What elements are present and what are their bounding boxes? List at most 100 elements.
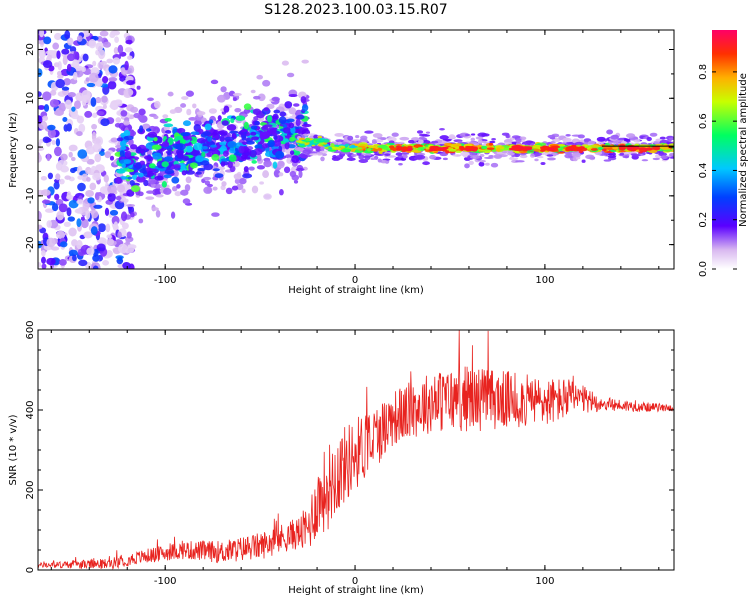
spectral-blob <box>302 149 312 154</box>
spectral-blob <box>211 153 220 161</box>
spectral-blob <box>172 186 178 192</box>
snr-panel: -100 0 100 0 200 400 600 Height of straight li… <box>8 320 675 596</box>
spectral-blob <box>162 114 169 119</box>
spectral-blob <box>469 141 478 144</box>
spectral-blob <box>202 176 212 181</box>
spectral-blob <box>206 135 213 142</box>
spectral-blob <box>547 157 556 161</box>
spectral-blob <box>626 133 636 139</box>
spectral-blob <box>603 159 612 162</box>
spectral-blob <box>425 131 431 134</box>
spectral-blob <box>643 148 649 151</box>
spectral-blob <box>291 155 300 163</box>
spectral-blob <box>261 131 271 139</box>
spectral-blob <box>256 74 264 80</box>
spectral-blob <box>448 134 456 139</box>
spectral-blob <box>449 148 457 152</box>
spectral-blob <box>210 79 219 85</box>
spectral-blob <box>76 115 85 124</box>
spectral-blob <box>442 157 448 161</box>
spectral-blob <box>626 147 632 150</box>
spectral-blob <box>49 99 60 108</box>
spectral-blob <box>222 150 229 157</box>
spectral-blob <box>68 151 73 158</box>
spectral-blob <box>418 136 426 140</box>
spectral-blob <box>300 96 307 104</box>
spectral-blob <box>41 263 47 269</box>
spectral-blob <box>226 124 237 131</box>
spectral-blob <box>295 167 305 172</box>
spectral-blob <box>503 147 510 151</box>
spectral-blob <box>117 44 124 54</box>
spectral-blob <box>80 216 85 221</box>
spectral-blob <box>116 137 124 142</box>
spectral-blob <box>395 152 403 156</box>
spectral-blob <box>139 125 144 133</box>
spectral-blob <box>220 86 227 93</box>
spectral-blob <box>196 111 206 116</box>
spectral-blob <box>81 97 87 106</box>
spectral-blob <box>553 139 560 142</box>
spectral-blob <box>135 162 142 170</box>
spectral-blob <box>55 173 61 181</box>
spectral-blob <box>123 88 134 97</box>
spectral-blob <box>620 146 626 149</box>
spectral-blob <box>398 147 404 150</box>
spectral-blob <box>118 243 128 254</box>
spectral-blob <box>652 157 660 161</box>
spectral-blob <box>335 139 344 143</box>
spectral-blob <box>442 138 453 141</box>
spectral-blob <box>76 218 82 228</box>
spectral-blob <box>62 117 68 122</box>
spectral-blob <box>66 63 72 72</box>
spectral-blob <box>254 144 264 150</box>
spectral-blob <box>197 167 206 172</box>
spectral-blob <box>401 149 407 153</box>
spectral-blob <box>185 176 192 184</box>
spectral-blob <box>631 153 641 157</box>
spectral-blob <box>124 47 133 53</box>
spectral-blob <box>271 96 280 102</box>
spectral-blob <box>171 176 180 184</box>
spectral-blob <box>119 140 127 148</box>
spectral-blob <box>115 176 122 184</box>
spectral-blob <box>281 60 289 66</box>
spectral-blob <box>301 123 312 128</box>
spectral-blob <box>568 147 574 150</box>
spectral-blob <box>251 160 257 164</box>
spectral-blob <box>207 183 213 188</box>
spectral-blob <box>330 143 335 147</box>
spectral-blob <box>161 180 167 188</box>
spectral-blob <box>429 146 435 150</box>
spectral-blob <box>161 161 169 168</box>
spectral-blob <box>180 103 187 108</box>
spectral-blob <box>537 156 544 159</box>
spectral-blob <box>129 144 138 150</box>
spectral-blob <box>192 103 197 109</box>
spectral-blob <box>319 150 328 154</box>
colorbar-tick-label: 0.4 <box>698 162 709 178</box>
spectral-blob <box>278 172 284 177</box>
spectral-blob <box>281 148 286 153</box>
spectral-blob <box>90 97 97 107</box>
spectral-blob <box>400 152 410 155</box>
spectral-blob <box>407 148 413 151</box>
spectral-blob <box>547 134 556 139</box>
spectral-blob <box>562 137 572 143</box>
spectral-blob <box>43 104 50 112</box>
spectral-blob <box>288 122 295 129</box>
spectral-blob <box>97 223 107 233</box>
spectral-blob <box>377 147 383 151</box>
spectral-blob <box>68 199 79 209</box>
spectral-blob <box>227 160 233 169</box>
spectral-blob <box>64 99 72 110</box>
spectral-blob <box>364 155 371 161</box>
spectral-blob <box>53 181 60 190</box>
snr-x-tick-label: -100 <box>154 576 177 587</box>
spectral-blob <box>50 89 57 96</box>
spectral-blob <box>176 150 184 159</box>
spectral-blob <box>564 153 574 159</box>
spectral-blob <box>44 208 55 213</box>
spectral-blob <box>241 188 246 194</box>
spectral-blob <box>103 174 109 183</box>
